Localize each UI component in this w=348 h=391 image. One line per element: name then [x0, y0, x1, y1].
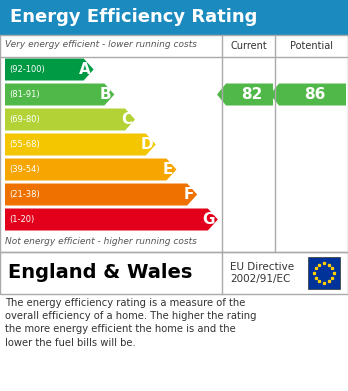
- Text: B: B: [100, 87, 111, 102]
- Text: F: F: [184, 187, 194, 202]
- Bar: [0, 35, 348, 252]
- Bar: [308, 257, 340, 289]
- Text: (39-54): (39-54): [9, 165, 40, 174]
- Text: (55-68): (55-68): [9, 140, 40, 149]
- Text: Energy Efficiency Rating: Energy Efficiency Rating: [10, 9, 258, 27]
- Text: 82: 82: [241, 87, 262, 102]
- Text: Potential: Potential: [290, 41, 333, 51]
- Text: Very energy efficient - lower running costs: Very energy efficient - lower running co…: [5, 40, 197, 49]
- Polygon shape: [217, 84, 273, 106]
- Polygon shape: [5, 133, 156, 156]
- Polygon shape: [270, 84, 346, 106]
- Text: (21-38): (21-38): [9, 190, 40, 199]
- Bar: [0, 252, 348, 294]
- Text: (81-91): (81-91): [9, 90, 40, 99]
- Text: EU Directive
2002/91/EC: EU Directive 2002/91/EC: [230, 262, 294, 284]
- Text: 86: 86: [304, 87, 325, 102]
- Text: (69-80): (69-80): [9, 115, 40, 124]
- Polygon shape: [5, 183, 197, 206]
- Polygon shape: [5, 108, 135, 131]
- Polygon shape: [5, 158, 176, 181]
- Text: A: A: [79, 62, 91, 77]
- Text: (1-20): (1-20): [9, 215, 34, 224]
- Text: Not energy efficient - higher running costs: Not energy efficient - higher running co…: [5, 237, 197, 246]
- Text: D: D: [140, 137, 153, 152]
- Text: G: G: [202, 212, 215, 227]
- Text: E: E: [163, 162, 173, 177]
- Text: The energy efficiency rating is a measure of the
overall efficiency of a home. T: The energy efficiency rating is a measur…: [5, 298, 256, 348]
- Polygon shape: [5, 208, 218, 231]
- Text: C: C: [121, 112, 132, 127]
- Text: England & Wales: England & Wales: [8, 264, 192, 283]
- Text: (92-100): (92-100): [9, 65, 45, 74]
- Polygon shape: [5, 84, 114, 106]
- Polygon shape: [5, 59, 94, 81]
- Text: Current: Current: [230, 41, 267, 51]
- Bar: [0, 0, 348, 35]
